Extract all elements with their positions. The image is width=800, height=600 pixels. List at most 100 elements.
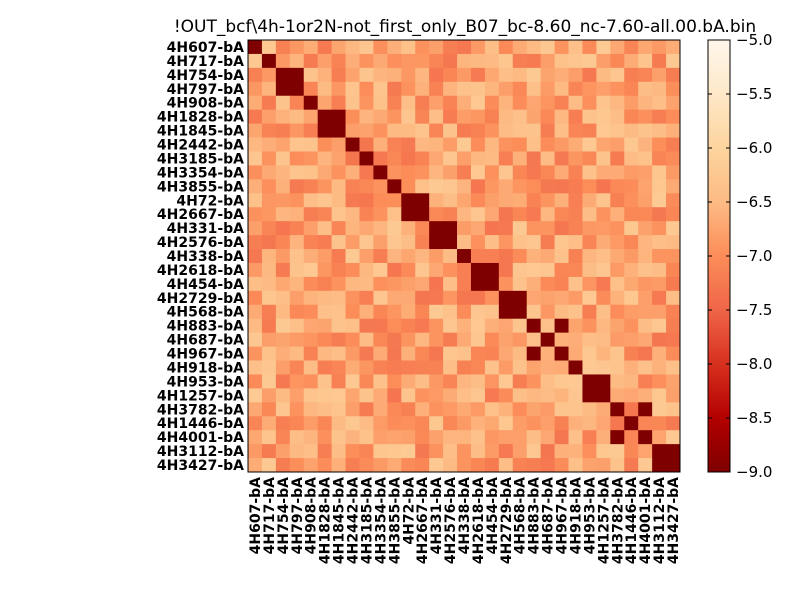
- heatmap-cell: [470, 290, 486, 306]
- heatmap-cell: [303, 81, 319, 97]
- heatmap-cell: [540, 346, 555, 361]
- heatmap-cell: [401, 388, 416, 403]
- heatmap-cell: [638, 318, 653, 334]
- heatmap-cell: [484, 430, 500, 445]
- heatmap-cell: [429, 360, 444, 375]
- heatmap-cell: [275, 165, 291, 180]
- heatmap-cell: [652, 193, 667, 208]
- heatmap-cell: [359, 290, 374, 306]
- heatmap-cell: [401, 346, 416, 361]
- heatmap-cell: [275, 249, 291, 264]
- heatmap-cell: [568, 165, 583, 180]
- heatmap-cell: [526, 430, 542, 445]
- heatmap-cell: [638, 53, 653, 69]
- heatmap-cell: [401, 67, 416, 83]
- heatmap-cell: [317, 193, 333, 208]
- heatmap-cell: [248, 40, 263, 55]
- row-label: 4H2667-bA: [157, 207, 244, 223]
- heatmap-cell: [331, 346, 346, 361]
- heatmap-cell: [443, 360, 458, 375]
- heatmap-cell: [303, 290, 319, 306]
- heatmap-cell: [638, 40, 653, 55]
- heatmap-cell: [345, 109, 360, 125]
- column-label: 4H3855-bA: [387, 477, 403, 564]
- heatmap-cell: [484, 458, 500, 473]
- heatmap-cell: [345, 123, 360, 138]
- heatmap-cell: [401, 444, 416, 459]
- heatmap-cell: [415, 430, 430, 445]
- heatmap-cell: [666, 332, 681, 347]
- heatmap-cell: [457, 318, 472, 334]
- heatmap-cell: [443, 388, 458, 403]
- heatmap-cell: [261, 416, 277, 431]
- heatmap-cell: [345, 165, 360, 180]
- heatmap-cell: [498, 137, 514, 152]
- heatmap-cell: [624, 416, 639, 431]
- heatmap-cell: [317, 40, 333, 55]
- heatmap-cell: [498, 179, 514, 194]
- heatmap-cell: [610, 81, 625, 97]
- heatmap-cell: [387, 332, 402, 347]
- heatmap-cell: [540, 416, 555, 431]
- heatmap-cell: [457, 179, 472, 194]
- row-label: 4H967-bA: [167, 347, 245, 363]
- heatmap-cell: [512, 430, 528, 445]
- heatmap-cell: [457, 444, 472, 459]
- heatmap-cell: [373, 81, 388, 97]
- heatmap-cell: [429, 430, 444, 445]
- heatmap-cell: [484, 221, 500, 236]
- heatmap-cell: [248, 388, 263, 403]
- heatmap-cell: [582, 360, 597, 375]
- heatmap-cell: [373, 249, 388, 264]
- heatmap-cell: [582, 151, 597, 166]
- heatmap-cell: [470, 67, 486, 83]
- heatmap-cell: [554, 374, 569, 389]
- heatmap-cell: [498, 123, 514, 138]
- heatmap-cell: [554, 95, 569, 111]
- heatmap-cell: [638, 262, 653, 278]
- heatmap-cell: [638, 332, 653, 347]
- heatmap-cell: [610, 416, 625, 431]
- heatmap-cell: [484, 444, 500, 459]
- heatmap-cell: [582, 137, 597, 152]
- heatmap-cell: [401, 151, 416, 166]
- heatmap-cell: [666, 137, 681, 152]
- column-label: 4H967-bA: [555, 477, 571, 555]
- row-label: 4H454-bA: [167, 277, 245, 293]
- heatmap-cell: [666, 318, 681, 334]
- heatmap-cell: [554, 53, 569, 69]
- heatmap-cell: [289, 402, 305, 417]
- heatmap-cell: [652, 346, 667, 361]
- heatmap-cell: [554, 360, 569, 375]
- heatmap-cell: [596, 304, 611, 320]
- heatmap-cell: [289, 109, 305, 125]
- heatmap-cell: [554, 416, 569, 431]
- heatmap-cell: [484, 165, 500, 180]
- heatmap-cell: [582, 402, 597, 417]
- column-label: 4H72-bA: [401, 477, 417, 545]
- row-label: 4H1845-bA: [157, 124, 244, 140]
- heatmap-cell: [443, 374, 458, 389]
- heatmap-cell: [638, 207, 653, 222]
- heatmap-cell: [261, 332, 277, 347]
- heatmap-cell: [638, 430, 653, 445]
- heatmap-cell: [401, 318, 416, 334]
- heatmap-cell: [303, 151, 319, 166]
- heatmap-cell: [666, 374, 681, 389]
- colorbar-tick-label: −7.0: [736, 247, 772, 265]
- heatmap-cell: [261, 249, 277, 264]
- heatmap-cell: [248, 290, 263, 306]
- heatmap-cell: [512, 151, 528, 166]
- heatmap-cell: [470, 249, 486, 264]
- heatmap-cell: [526, 444, 542, 459]
- heatmap-cell: [624, 290, 639, 306]
- heatmap-cell: [582, 235, 597, 250]
- heatmap-cell: [498, 458, 514, 473]
- heatmap-cell: [470, 430, 486, 445]
- heatmap-cell: [624, 262, 639, 278]
- heatmap-cell: [596, 81, 611, 97]
- heatmap-cell: [540, 276, 555, 292]
- heatmap-cell: [303, 388, 319, 403]
- heatmap-cell: [526, 123, 542, 138]
- heatmap-cell: [526, 193, 542, 208]
